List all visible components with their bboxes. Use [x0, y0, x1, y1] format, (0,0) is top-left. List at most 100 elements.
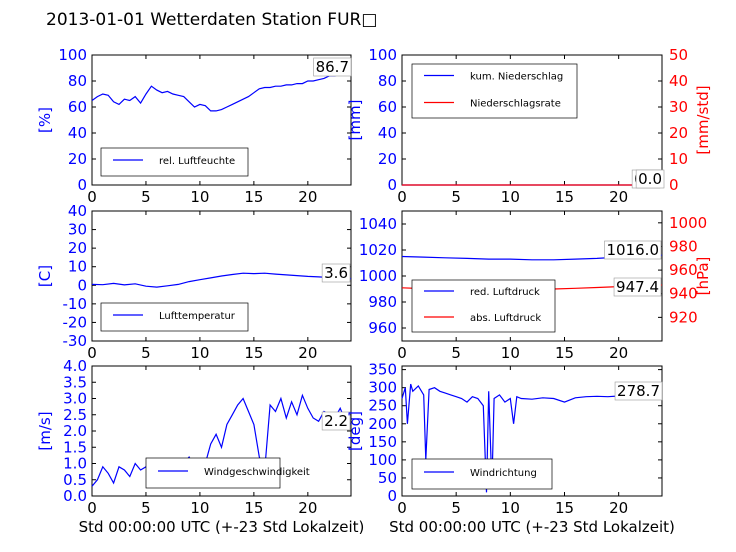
- legend-label: Windrichtung: [470, 468, 537, 479]
- current-value-label: 947.4: [616, 278, 659, 296]
- y-tick-label: 200: [368, 415, 397, 433]
- y-tick-label: 1020: [359, 241, 397, 259]
- y-tick-label: 3.0: [63, 390, 87, 408]
- x-tick-label: 0: [87, 344, 97, 362]
- current-value-label: 86.7: [316, 58, 349, 76]
- y-tick-label: 0: [387, 487, 397, 505]
- x-tick-label: 15: [244, 344, 263, 362]
- legend-box: [100, 302, 249, 332]
- y-tick-label: 40: [68, 202, 87, 220]
- y-tick-label: 100: [58, 46, 87, 64]
- x-tick-label: 10: [501, 499, 520, 517]
- series-line-windgeschwindigkeit: [91, 393, 352, 487]
- y2-axis-label: [hPa]: [694, 257, 712, 296]
- y-tick-label: 1040: [359, 215, 397, 233]
- y-tick-label: 0: [77, 276, 87, 294]
- x-tick-label: 5: [451, 188, 461, 206]
- y-axis-label: [mm]: [346, 100, 364, 141]
- legend-label: kum. Niederschlag: [470, 72, 563, 83]
- x-tick-label: 15: [555, 499, 574, 517]
- y2-tick-label: 1000: [669, 214, 707, 232]
- y2-tick-label: 960: [669, 261, 698, 279]
- y-tick-label: 0.5: [63, 471, 87, 489]
- y2-tick-label: 40: [669, 72, 688, 90]
- y-tick-label: 250: [368, 397, 397, 415]
- y-tick-label: 1000: [359, 267, 397, 285]
- y2-tick-label: 0: [669, 176, 679, 194]
- y2-tick-label: 30: [669, 98, 688, 116]
- x-tick-label: 0: [397, 188, 407, 206]
- figure-title: 2013-01-01 Wetterdaten Station FUR□: [46, 10, 378, 30]
- y-tick-label: 4.0: [63, 357, 87, 375]
- x-axis-label: Std 00:00:00 UTC (+-23 Std Lokalzeit): [79, 518, 365, 536]
- y-tick-label: 10: [68, 258, 87, 276]
- y-tick-label: 30: [68, 221, 87, 239]
- legend-box: [411, 63, 578, 119]
- current-value-box: [635, 169, 665, 189]
- x-tick-label: 15: [244, 188, 263, 206]
- current-value-label: 0.0: [638, 170, 662, 188]
- y-tick-label: 80: [68, 72, 87, 90]
- y-axis-label: [%]: [36, 107, 54, 133]
- x-tick-label: 20: [298, 188, 317, 206]
- legend-box: [411, 458, 553, 490]
- x-tick-label: 5: [451, 499, 461, 517]
- x-tick-label: 0: [397, 499, 407, 517]
- legend-box: [100, 147, 249, 177]
- legend-label: Windgeschwindigkeit: [204, 467, 310, 478]
- y2-axis-label: [mm/std]: [694, 85, 712, 154]
- y-tick-label: 980: [368, 293, 397, 311]
- y-tick-label: 100: [368, 451, 397, 469]
- x-tick-label: 5: [141, 344, 151, 362]
- x-tick-label: 15: [555, 344, 574, 362]
- current-value-box: [321, 411, 351, 431]
- y-tick-label: 960: [368, 319, 397, 337]
- y-tick-label: -30: [63, 332, 88, 350]
- y-tick-label: 80: [378, 72, 397, 90]
- legend-label: Lufttemperatur: [159, 311, 236, 322]
- y-tick-label: 1.5: [63, 438, 87, 456]
- x-tick-label: 10: [501, 344, 520, 362]
- x-tick-label: 0: [397, 344, 407, 362]
- x-tick-label: 15: [555, 188, 574, 206]
- y-tick-label: 300: [368, 379, 397, 397]
- y-tick-label: 20: [68, 239, 87, 257]
- y-tick-label: 0.0: [63, 487, 87, 505]
- y-tick-label: 50: [378, 469, 397, 487]
- x-tick-label: 0: [87, 188, 97, 206]
- legend-label: abs. Luftdruck: [470, 313, 541, 324]
- current-value-label: 2.2: [324, 412, 348, 430]
- y-axis-label: [C]: [36, 265, 54, 287]
- y-tick-label: -20: [63, 313, 88, 331]
- x-tick-label: 15: [244, 499, 263, 517]
- x-tick-label: 20: [298, 499, 317, 517]
- y-tick-label: 1.0: [63, 455, 87, 473]
- x-tick-label: 5: [451, 344, 461, 362]
- x-tick-label: 10: [190, 344, 209, 362]
- x-tick-label: 20: [609, 499, 628, 517]
- y-axis-label: [deg]: [346, 411, 364, 451]
- x-tick-label: 10: [190, 188, 209, 206]
- x-tick-label: 10: [190, 499, 209, 517]
- y2-tick-label: 10: [669, 150, 688, 168]
- current-value-box: [613, 277, 662, 297]
- x-tick-label: 20: [609, 344, 628, 362]
- x-tick-label: 20: [298, 344, 317, 362]
- y-tick-label: 0: [77, 176, 87, 194]
- y2-tick-label: 50: [669, 46, 688, 64]
- y-tick-label: 150: [368, 433, 397, 451]
- x-tick-label: 0: [87, 499, 97, 517]
- y-tick-label: 40: [378, 124, 397, 142]
- x-tick-label: 5: [141, 499, 151, 517]
- y-tick-label: -10: [63, 295, 88, 313]
- x-tick-label: 20: [609, 188, 628, 206]
- current-value-label: 3.6: [324, 264, 348, 282]
- legend-label: rel. Luftfeuchte: [159, 156, 235, 167]
- legend-box: [145, 457, 281, 489]
- y2-tick-label: 20: [669, 124, 688, 142]
- y-tick-label: 2.0: [63, 422, 87, 440]
- y-tick-label: 3.5: [63, 373, 87, 391]
- y-tick-label: 40: [68, 124, 87, 142]
- y2-tick-label: 920: [669, 308, 698, 326]
